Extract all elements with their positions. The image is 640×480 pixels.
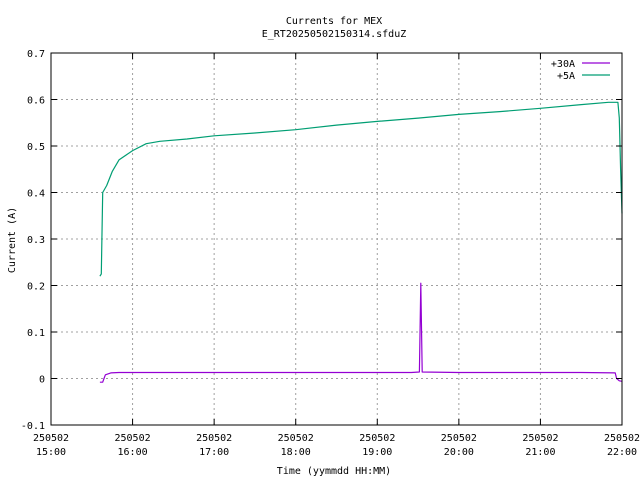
- x-tick-label-time: 17:00: [199, 447, 229, 458]
- x-tick-label-time: 18:00: [281, 447, 311, 458]
- y-tick-label: 0.7: [27, 49, 45, 60]
- x-tick-label-date: 250502: [359, 433, 395, 444]
- series-line-plus30a: [99, 282, 623, 383]
- x-axis-label: Time (yymmdd HH:MM): [277, 466, 391, 477]
- x-tick-label-time: 19:00: [362, 447, 392, 458]
- x-tick-label-time: 20:00: [444, 447, 474, 458]
- x-tick-label-time: 22:00: [607, 447, 637, 458]
- y-tick-label: 0.6: [27, 96, 45, 107]
- y-tick-label: -0.1: [21, 421, 45, 432]
- x-tick-label-time: 16:00: [118, 447, 148, 458]
- x-tick-label-time: 21:00: [525, 447, 555, 458]
- legend-label: +30A: [551, 59, 575, 70]
- series-lines: [99, 101, 623, 383]
- y-tick-label: 0.3: [27, 235, 45, 246]
- grid-lines: [50, 52, 623, 426]
- plot-frame: [50, 52, 623, 426]
- series-line-plus5a: [99, 101, 623, 277]
- legend-label: +5A: [557, 71, 575, 82]
- y-axis-label: Current (A): [7, 207, 18, 273]
- y-tick-label: 0.5: [27, 142, 45, 153]
- x-tick-label-time: 15:00: [36, 447, 66, 458]
- y-tick-label: 0.2: [27, 282, 45, 293]
- y-tick-label: 0: [39, 375, 45, 386]
- y-tick-labels: -0.1 0 0.1 0.2 0.3 0.4 0.5 0.6 0.7: [21, 49, 45, 432]
- chart-subtitle: E_RT20250502150314.sfduZ: [262, 29, 407, 40]
- x-tick-label-date: 250502: [33, 433, 69, 444]
- y-tick-label: 0.1: [27, 328, 45, 339]
- x-tick-labels: 250502 15:00 250502 16:00 250502 17:00 250502 1…: [33, 433, 640, 458]
- x-tick-label-date: 250502: [604, 433, 640, 444]
- x-tick-label-date: 250502: [522, 433, 558, 444]
- chart-title: Currents for MEX: [286, 16, 382, 27]
- x-tick-label-date: 250502: [441, 433, 477, 444]
- x-tick-label-date: 250502: [196, 433, 232, 444]
- y-tick-label: 0.4: [27, 189, 45, 200]
- x-tick-label-date: 250502: [278, 433, 314, 444]
- x-tick-label-date: 250502: [115, 433, 151, 444]
- legend: +30A+5A: [551, 59, 610, 82]
